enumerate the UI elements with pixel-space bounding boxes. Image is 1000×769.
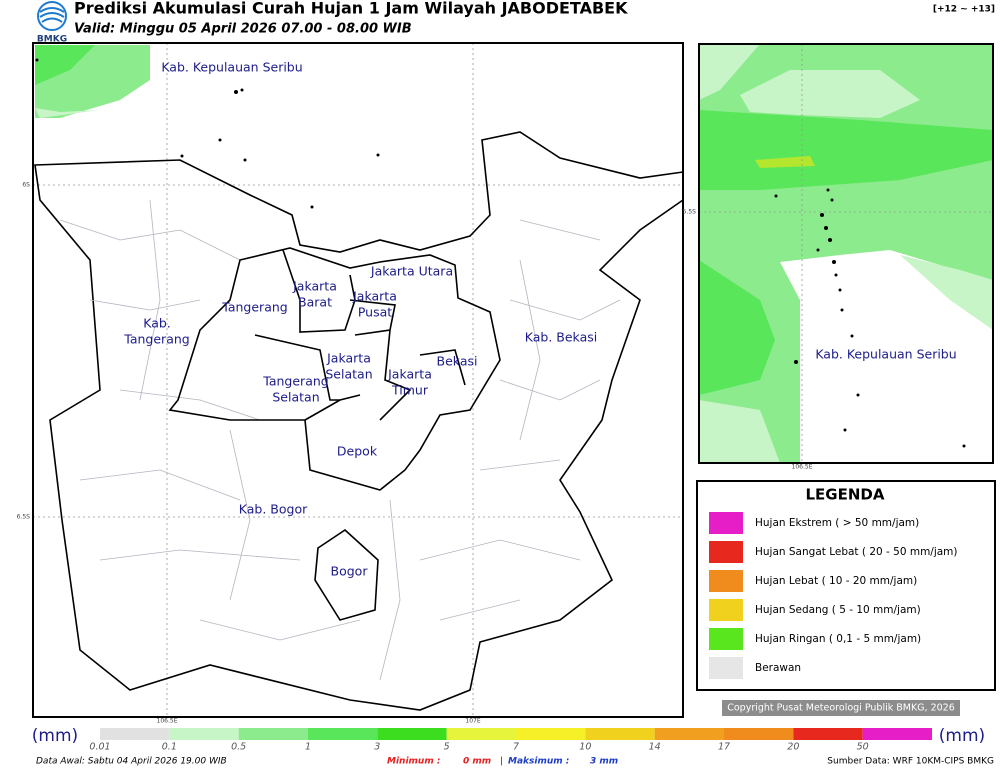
lat-label: 6S <box>22 182 30 189</box>
colorbar: (mm) (mm) 0.01 0.1 0.5 1 3 5 7 10 14 17 20 50 <box>32 726 985 753</box>
colorbar-segment <box>446 728 516 740</box>
region-label: Selatan <box>325 367 372 382</box>
colorbar-tick: 0.01 <box>89 742 110 753</box>
region-label: Kab. Kepulauan Seribu <box>161 60 302 75</box>
colorbar-segment <box>793 728 863 740</box>
inset-map: Kab. Kepulauan Seribu 5.5S 106.5E <box>683 43 994 471</box>
colorbar-tick: 5 <box>444 742 450 753</box>
region-label: Jakarta Utara <box>370 264 453 279</box>
colorbar-segment <box>308 728 378 740</box>
region-label: Bekasi <box>437 354 478 369</box>
logo-text: BMKG <box>37 35 67 45</box>
main-map: Kab. Kepulauan Seribu Jakarta Utara Jaka… <box>17 42 684 725</box>
region-label: Jakarta <box>326 351 371 366</box>
legend-label: Hujan Ekstrem ( > 50 mm/jam) <box>755 517 919 529</box>
legend-label: Hujan Ringan ( 0,1 - 5 mm/jam) <box>755 633 921 645</box>
region-label: Selatan <box>272 390 319 405</box>
colorbar-tick: 3 <box>374 742 380 753</box>
max-label: Maksimum : <box>508 757 569 767</box>
region-label: Pusat <box>358 305 392 320</box>
colorbar-segment <box>654 728 724 740</box>
region-label: Jakarta <box>352 289 397 304</box>
region-label: Bogor <box>331 564 369 579</box>
legend-label: Hujan Sedang ( 5 - 10 mm/jam) <box>755 604 921 616</box>
region-label: Kab. Kepulauan Seribu <box>815 347 956 362</box>
footer: Data Awal: Sabtu 04 April 2026 19.00 WIB… <box>36 757 994 767</box>
colorbar-tick: 1 <box>305 742 311 753</box>
colorbar-segment <box>862 728 932 740</box>
colorbar-segment <box>100 728 170 740</box>
colorbar-tick: 50 <box>857 742 869 753</box>
colorbar-tick: 17 <box>718 742 730 753</box>
colorbar-segment <box>724 728 794 740</box>
legend-label: Hujan Lebat ( 10 - 20 mm/jam) <box>755 575 917 587</box>
colorbar-segment <box>238 728 308 740</box>
source: Sumber Data: WRF 10KM-CIPS BMKG <box>827 757 994 767</box>
region-label: Depok <box>337 444 378 459</box>
legend-swatch <box>709 541 743 563</box>
separator: | <box>500 757 503 767</box>
unit-label: (mm) <box>939 726 985 746</box>
region-label: Kab. Bekasi <box>525 330 597 345</box>
region-label: Jakarta <box>387 367 432 382</box>
unit-label: (mm) <box>32 726 78 746</box>
region-label: Barat <box>298 295 332 310</box>
title: Prediksi Akumulasi Curah Hujan 1 Jam Wil… <box>74 0 628 18</box>
legend-swatch <box>709 570 743 592</box>
colorbar-tick: 10 <box>579 742 591 753</box>
min-value: 0 mm <box>463 757 491 767</box>
colorbar-segment <box>516 728 586 740</box>
colorbar-tick: 20 <box>787 742 799 753</box>
colorbar-tick: 0.5 <box>231 742 246 753</box>
legend-swatch <box>709 657 743 679</box>
legend-label: Berawan <box>755 662 801 674</box>
legend-title: LEGENDA <box>806 486 885 504</box>
colorbar-tick: 0.1 <box>162 742 177 753</box>
max-value: 3 mm <box>590 757 618 767</box>
forecast-range: [+12 ~ +13] <box>933 5 995 15</box>
legend-swatch <box>709 512 743 534</box>
colorbar-segment <box>377 728 447 740</box>
data-awal: Data Awal: Sabtu 04 April 2026 19.00 WIB <box>36 757 227 767</box>
logo: BMKG <box>37 1 67 45</box>
lat-label: 5.5S <box>683 209 697 216</box>
region-label: Tangerang <box>262 374 328 389</box>
colorbar-segment <box>169 728 239 740</box>
region-label: Kab. <box>143 316 171 331</box>
lon-label: 107E <box>465 718 480 725</box>
copyright: Copyright Pusat Meteorologi Publik BMKG,… <box>727 703 955 714</box>
colorbar-segment <box>585 728 655 740</box>
lon-label: 106.5E <box>157 718 178 725</box>
lon-label: 106.5E <box>792 464 813 471</box>
valid-time: Valid: Minggu 05 April 2026 07.00 - 08.0… <box>74 22 412 37</box>
region-label: Timur <box>391 383 429 398</box>
colorbar-tick: 7 <box>513 742 519 753</box>
region-label: Kab. Bogor <box>239 502 308 517</box>
copyright-box <box>722 700 960 716</box>
region-label: Tangerang <box>221 300 287 315</box>
min-label: Minimum : <box>387 757 440 767</box>
region-label: Tangerang <box>123 332 189 347</box>
region-label: Jakarta <box>292 279 337 294</box>
legend-swatch <box>709 599 743 621</box>
legend-label: Hujan Sangat Lebat ( 20 - 50 mm/jam) <box>755 546 958 558</box>
legend-swatch <box>709 628 743 650</box>
lat-label: 6.5S <box>17 514 31 521</box>
colorbar-tick: 14 <box>649 742 661 753</box>
legend: LEGENDA Hujan Ekstrem ( > 50 mm/jam) Huja… <box>696 480 996 691</box>
